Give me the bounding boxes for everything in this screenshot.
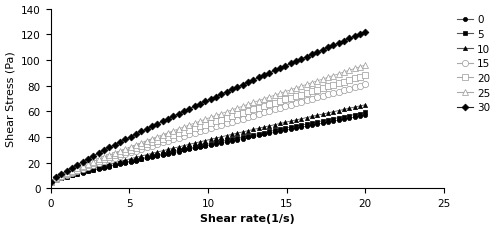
Y-axis label: Shear Stress (Pa): Shear Stress (Pa) xyxy=(6,51,16,147)
X-axis label: Shear rate(1/s): Shear rate(1/s) xyxy=(200,213,294,224)
Legend: 0, 5, 10, 15, 20, 25, 30: 0, 5, 10, 15, 20, 25, 30 xyxy=(453,11,494,117)
